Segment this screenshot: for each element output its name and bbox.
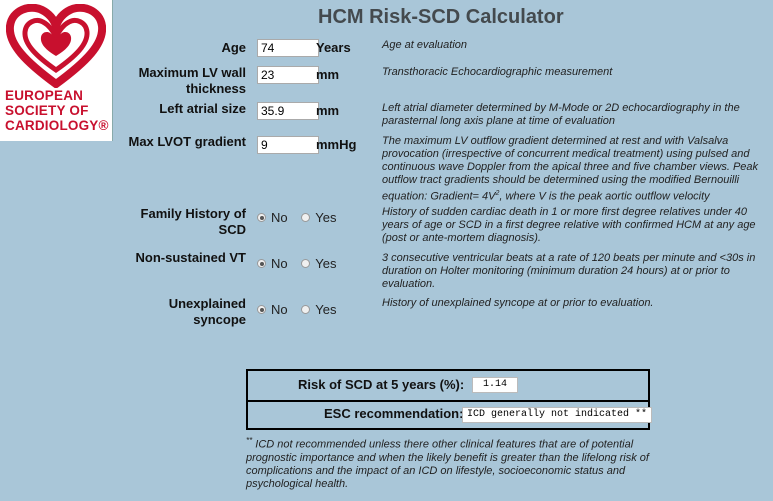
- age-unit: Years: [316, 40, 351, 55]
- family-history-description: History of sudden cardiac death in 1 or …: [382, 206, 756, 244]
- footnote: ** ICD not recommended unless there othe…: [246, 434, 654, 491]
- family-history-yes-label: Yes: [315, 210, 337, 225]
- la-size-input[interactable]: [257, 102, 319, 120]
- page-title: HCM Risk-SCD Calculator: [318, 6, 564, 28]
- age-description: Age at evaluation: [382, 39, 468, 51]
- lvot-input[interactable]: [257, 136, 319, 154]
- lvot-description-tail: , where V is the peak aortic outflow vel…: [499, 190, 710, 203]
- syncope-description: History of unexplained syncope at or pri…: [382, 297, 654, 309]
- nsvt-yes-label: Yes: [315, 256, 337, 271]
- syncope-label: Unexplained syncope: [168, 296, 246, 327]
- lv-wall-input[interactable]: [257, 66, 319, 84]
- lvot-description: The maximum LV outflow gradient determin…: [382, 135, 762, 204]
- radio-unselected-icon[interactable]: [301, 213, 311, 222]
- logo-line: CARDIOLOGY®: [5, 118, 109, 133]
- family-history-radio-group: No Yes: [257, 210, 346, 225]
- radio-selected-icon[interactable]: [257, 305, 266, 314]
- age-input[interactable]: [257, 39, 319, 57]
- la-size-description: Left atrial diameter determined by M-Mod…: [382, 102, 740, 127]
- family-history-yes-radio[interactable]: Yes: [301, 210, 336, 225]
- syncope-no-label: No: [271, 302, 288, 317]
- logo-line: EUROPEAN: [5, 88, 84, 103]
- lv-wall-label: Maximum LV wall thickness: [138, 65, 246, 96]
- recommendation-value: ICD generally not indicated **: [462, 407, 653, 423]
- syncope-no-radio[interactable]: No: [257, 302, 288, 317]
- risk-value: 1.14: [472, 377, 518, 393]
- radio-unselected-icon[interactable]: [301, 259, 311, 268]
- recommendation-label: ESC recommendation:: [324, 406, 464, 421]
- results-box: Risk of SCD at 5 years (%): 1.14 ESC rec…: [246, 369, 653, 430]
- nsvt-no-label: No: [271, 256, 288, 271]
- nsvt-label: Non-sustained VT: [135, 250, 246, 265]
- lv-wall-description: Transthoracic Echocardiographic measurem…: [382, 66, 613, 78]
- syncope-yes-label: Yes: [315, 302, 337, 317]
- footnote-marker: **: [246, 436, 253, 445]
- syncope-yes-radio[interactable]: Yes: [301, 302, 336, 317]
- radio-selected-icon[interactable]: [257, 259, 266, 268]
- radio-unselected-icon[interactable]: [301, 305, 311, 314]
- family-history-no-label: No: [271, 210, 288, 225]
- nsvt-no-radio[interactable]: No: [257, 256, 288, 271]
- nsvt-yes-radio[interactable]: Yes: [301, 256, 336, 271]
- age-label: Age: [221, 40, 246, 55]
- esc-logo: EUROPEAN SOCIETY OF CARDIOLOGY®: [0, 0, 113, 141]
- lvot-unit: mmHg: [316, 137, 357, 152]
- heart-logo-icon: [6, 4, 106, 88]
- results-divider: [248, 400, 648, 402]
- radio-selected-icon[interactable]: [257, 213, 266, 222]
- family-history-no-radio[interactable]: No: [257, 210, 288, 225]
- footnote-text: ICD not recommended unless there other c…: [246, 438, 649, 490]
- nsvt-description: 3 consecutive ventricular beats at a rat…: [382, 252, 756, 290]
- la-size-label: Left atrial size: [159, 101, 246, 116]
- nsvt-radio-group: No Yes: [257, 256, 346, 271]
- lvot-description-text: The maximum LV outflow gradient determin…: [382, 135, 759, 203]
- family-history-label: Family History of SCD: [140, 206, 246, 237]
- lvot-label: Max LVOT gradient: [128, 134, 247, 149]
- la-size-unit: mm: [316, 103, 340, 118]
- syncope-radio-group: No Yes: [257, 302, 346, 317]
- risk-label: Risk of SCD at 5 years (%):: [298, 377, 465, 392]
- lv-wall-unit: mm: [316, 67, 340, 82]
- lvot-description-sup: 2: [495, 190, 500, 197]
- logo-text: EUROPEAN SOCIETY OF CARDIOLOGY®: [5, 88, 113, 133]
- logo-line: SOCIETY OF: [5, 103, 89, 118]
